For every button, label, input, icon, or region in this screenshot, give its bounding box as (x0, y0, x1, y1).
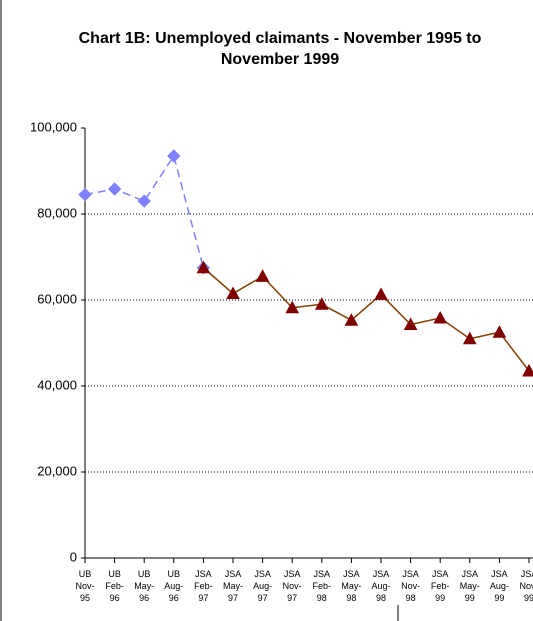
marker (255, 269, 270, 282)
x-tick-label: UB May-96 (134, 569, 155, 603)
marker (433, 311, 448, 324)
x-tick-label: JSA Aug-97 (253, 569, 273, 603)
marker (344, 313, 359, 326)
marker (78, 187, 92, 202)
marker (462, 331, 477, 345)
y-tick-label: 40,000 (37, 377, 77, 392)
marker (167, 149, 181, 163)
marker (196, 260, 211, 274)
x-tick-label: JSA May-97 (223, 569, 243, 603)
marker (137, 194, 151, 208)
x-tick-label: JSA Feb-98 (312, 569, 332, 603)
marker (522, 363, 533, 377)
x-tick-label: JSA Nov-98 (401, 569, 421, 603)
marker (374, 287, 388, 300)
series-line (202, 267, 530, 372)
x-tick-label: JSA May-99 (459, 569, 480, 603)
x-tick-label: JSA Aug-99 (489, 569, 509, 603)
x-tick-label: JSA Feb-97 (194, 569, 213, 603)
y-tick-label: 20,000 (37, 463, 77, 478)
marker (107, 182, 122, 196)
x-tick-label: UB Feb-96 (105, 569, 124, 603)
y-tick-label: 80,000 (37, 205, 77, 220)
marker (403, 317, 418, 331)
y-tick-label: 60,000 (37, 291, 77, 306)
y-tick-label: 100,000 (30, 119, 77, 134)
x-tick-label: JSA Nov-99 (519, 569, 533, 603)
marker (226, 286, 240, 300)
x-tick-label: JSA Nov-97 (282, 569, 302, 603)
marker (314, 297, 329, 310)
y-tick-label: 0 (70, 549, 77, 564)
series-line (84, 154, 205, 268)
x-tick-label: JSA May-98 (341, 569, 362, 603)
x-tick-label: UB Nov-95 (75, 569, 95, 603)
marker (285, 300, 300, 314)
x-tick-label: JSA Feb-99 (430, 569, 450, 603)
x-tick-label: JSA Aug-98 (371, 569, 391, 603)
chart-title: Chart 1B: Unemployed claimants - Novembe… (78, 30, 482, 68)
marker (492, 325, 507, 338)
x-tick-label: UB Aug-96 (164, 569, 184, 603)
